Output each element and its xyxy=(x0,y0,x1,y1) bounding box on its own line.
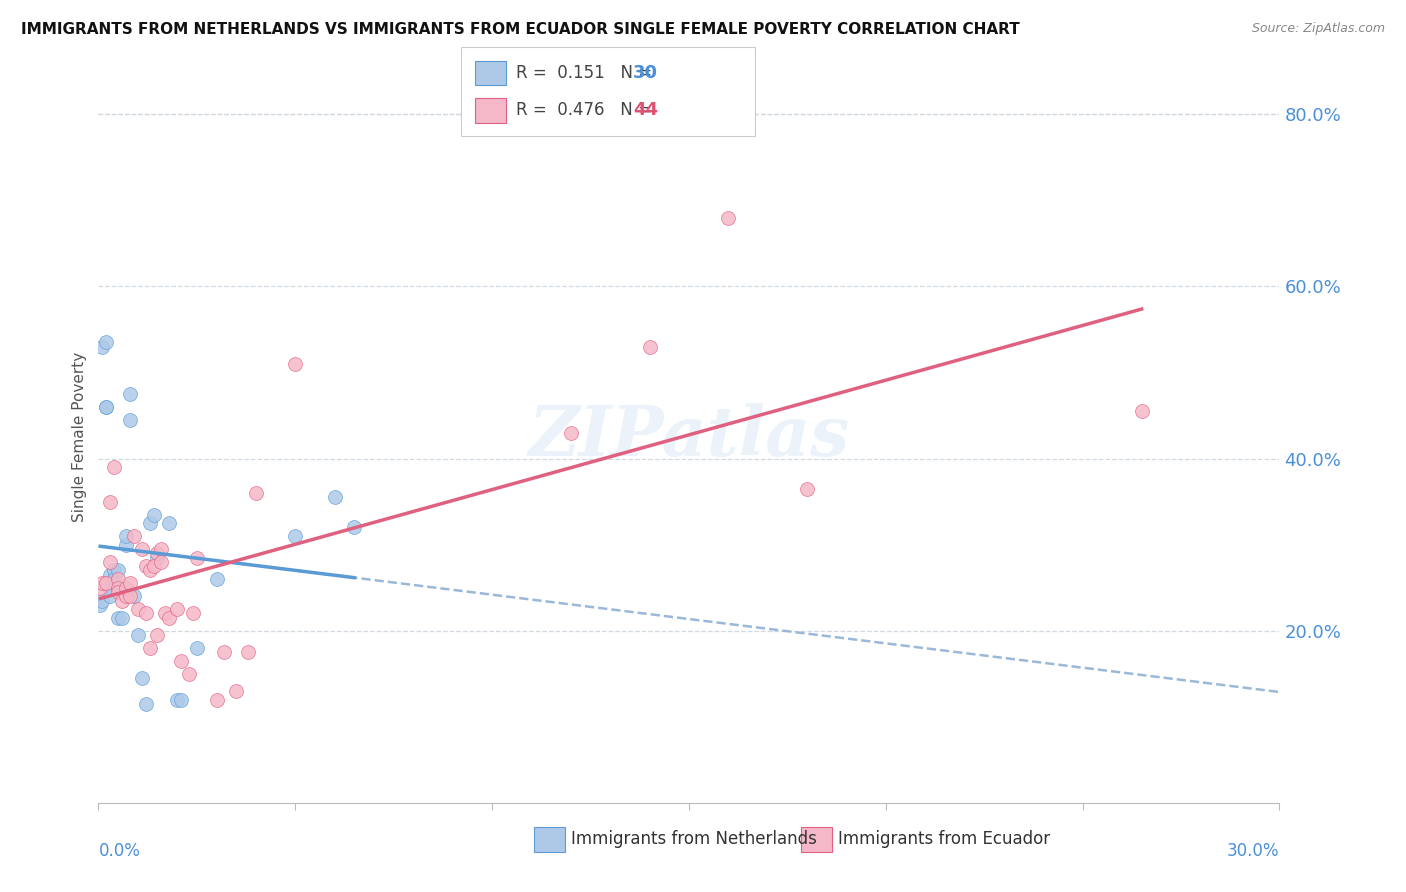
Point xyxy=(111,611,134,625)
Point xyxy=(96,400,118,414)
Text: Immigrants from Ecuador: Immigrants from Ecuador xyxy=(838,830,1050,848)
Point xyxy=(122,529,145,543)
Point xyxy=(186,550,208,565)
Point xyxy=(150,541,173,556)
Point xyxy=(284,357,307,371)
Point xyxy=(96,400,118,414)
Point xyxy=(138,516,160,530)
Point xyxy=(177,666,200,681)
Point xyxy=(107,581,129,595)
Point xyxy=(166,602,188,616)
Point xyxy=(560,425,582,440)
Point xyxy=(146,550,169,565)
Point xyxy=(127,628,149,642)
Point xyxy=(181,607,204,621)
Point xyxy=(142,559,165,574)
Point xyxy=(118,387,141,401)
Point xyxy=(115,529,138,543)
Point xyxy=(115,538,138,552)
Point xyxy=(127,602,149,616)
Point xyxy=(103,572,125,586)
Text: IMMIGRANTS FROM NETHERLANDS VS IMMIGRANTS FROM ECUADOR SINGLE FEMALE POVERTY COR: IMMIGRANTS FROM NETHERLANDS VS IMMIGRANT… xyxy=(21,22,1019,37)
Point xyxy=(170,692,193,706)
Point xyxy=(135,697,157,711)
Point xyxy=(115,589,138,603)
Point xyxy=(118,589,141,603)
Point xyxy=(98,589,121,603)
Point xyxy=(98,494,121,508)
Text: ZIPatlas: ZIPatlas xyxy=(529,403,849,471)
Point xyxy=(98,555,121,569)
Point xyxy=(111,593,134,607)
Point xyxy=(214,645,236,659)
Point xyxy=(157,516,180,530)
Point xyxy=(157,611,180,625)
Point xyxy=(796,482,818,496)
Point xyxy=(91,576,114,591)
Point xyxy=(166,692,188,706)
Point xyxy=(146,628,169,642)
Point xyxy=(638,340,661,354)
Point xyxy=(205,572,228,586)
Point xyxy=(103,564,125,578)
Point xyxy=(89,598,111,612)
Point xyxy=(135,607,157,621)
Point xyxy=(131,671,153,685)
Point xyxy=(96,335,118,350)
Point xyxy=(245,486,267,500)
Point xyxy=(138,564,160,578)
Text: R =  0.151   N =: R = 0.151 N = xyxy=(516,64,658,82)
Point xyxy=(107,585,129,599)
Point xyxy=(96,576,118,591)
Y-axis label: Single Female Poverty: Single Female Poverty xyxy=(72,352,87,522)
Point xyxy=(205,692,228,706)
Text: R =  0.476   N =: R = 0.476 N = xyxy=(516,102,657,120)
Point xyxy=(98,581,121,595)
Point xyxy=(115,581,138,595)
Point xyxy=(103,460,125,475)
Point xyxy=(91,593,114,607)
Point xyxy=(135,559,157,574)
Point xyxy=(131,541,153,556)
Point xyxy=(107,572,129,586)
Text: 0.0%: 0.0% xyxy=(98,842,141,860)
Text: Immigrants from Netherlands: Immigrants from Netherlands xyxy=(571,830,817,848)
Point xyxy=(284,529,307,543)
Point xyxy=(89,581,111,595)
Text: Source: ZipAtlas.com: Source: ZipAtlas.com xyxy=(1251,22,1385,36)
Text: 30.0%: 30.0% xyxy=(1227,842,1279,860)
Point xyxy=(118,413,141,427)
Point xyxy=(138,640,160,655)
Text: 44: 44 xyxy=(633,102,658,120)
Point xyxy=(107,564,129,578)
Point xyxy=(146,546,169,560)
Point xyxy=(118,576,141,591)
Point xyxy=(225,684,247,698)
Point xyxy=(91,340,114,354)
Point xyxy=(122,589,145,603)
Point xyxy=(236,645,259,659)
Point xyxy=(98,567,121,582)
Point xyxy=(717,211,740,225)
Point xyxy=(107,611,129,625)
Text: 30: 30 xyxy=(633,64,658,82)
Point xyxy=(155,607,177,621)
Point xyxy=(142,508,165,522)
Point xyxy=(323,491,346,505)
Point xyxy=(170,654,193,668)
Point xyxy=(186,640,208,655)
Point xyxy=(1130,404,1153,418)
Point xyxy=(343,520,366,534)
Point xyxy=(150,555,173,569)
